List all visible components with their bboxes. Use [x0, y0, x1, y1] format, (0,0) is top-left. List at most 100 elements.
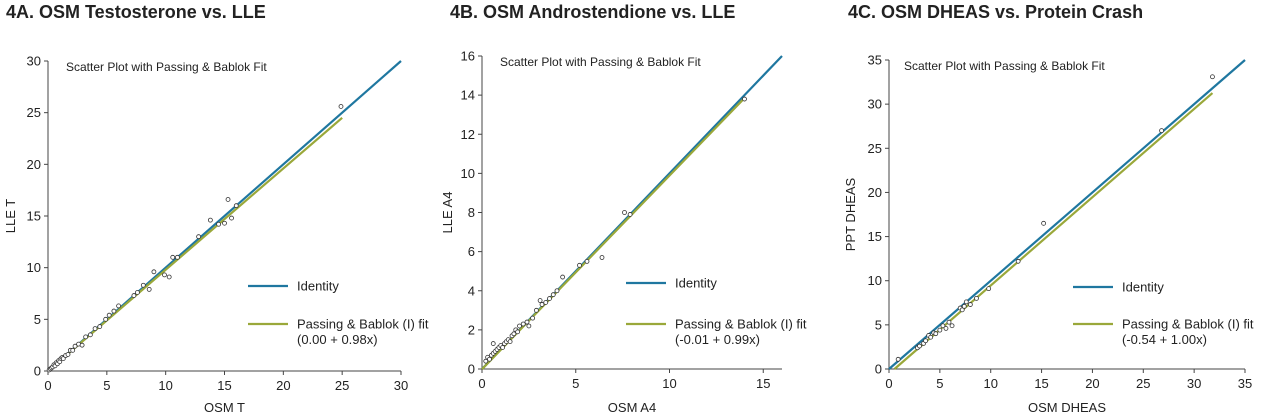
y-tick-label: 8: [468, 205, 475, 220]
x-tick-label: 30: [394, 378, 408, 393]
data-point: [543, 300, 549, 305]
data-point: [103, 316, 109, 322]
x-tick-label: 20: [276, 378, 290, 393]
data-point: [895, 356, 901, 362]
y-tick-label: 2: [468, 322, 475, 337]
data-point: [487, 356, 492, 362]
y-tick-label: 5: [875, 317, 882, 332]
x-tick-label: 20: [1085, 376, 1099, 391]
data-point: [963, 299, 969, 305]
y-tick-label: 16: [461, 49, 475, 64]
data-point: [507, 339, 513, 345]
y-axis-label: PPT DHEAS: [843, 177, 858, 251]
x-tick-label: 0: [44, 378, 51, 393]
legend-label-fit: Passing & Bablok (I) fit: [297, 317, 429, 332]
data-point: [974, 295, 979, 301]
plot-subtitle: Scatter Plot with Passing & Bablok Fit: [66, 60, 267, 74]
y-tick-label: 15: [27, 209, 41, 224]
data-point: [520, 321, 526, 327]
data-point: [599, 255, 605, 260]
legend-label-identity: Identity: [675, 276, 717, 291]
data-point: [131, 293, 137, 298]
legend-fit-equation: (-0.54 + 1.00x): [1122, 332, 1207, 347]
y-tick-label: 20: [27, 157, 41, 172]
data-point: [166, 274, 172, 280]
data-point: [72, 343, 78, 349]
data-point: [923, 338, 929, 344]
chart-title-4a: 4A. OSM Testosterone vs. LLE: [6, 2, 266, 22]
data-point: [961, 303, 967, 309]
x-tick-label: 10: [662, 376, 676, 391]
y-tick-label: 10: [461, 166, 475, 181]
x-axis-label: OSM T: [204, 400, 245, 415]
data-point: [70, 347, 76, 353]
data-point: [959, 307, 965, 313]
identity-line: [888, 59, 1246, 370]
data-point: [233, 203, 239, 209]
data-point: [1159, 128, 1164, 134]
y-tick-label: 0: [468, 362, 475, 377]
x-tick-label: 25: [1136, 376, 1150, 391]
data-point: [151, 269, 157, 275]
data-point: [547, 296, 552, 301]
x-tick-label: 0: [885, 376, 892, 391]
y-tick-label: 30: [868, 97, 882, 112]
data-point: [537, 298, 543, 303]
data-point: [928, 334, 934, 340]
data-point: [338, 104, 344, 109]
y-tick-label: 10: [868, 273, 882, 288]
x-tick-label: 25: [335, 378, 349, 393]
y-tick-label: 4: [468, 283, 475, 298]
y-tick-label: 10: [27, 260, 41, 275]
data-point: [937, 327, 943, 333]
data-point: [162, 272, 167, 278]
x-tick-label: 15: [217, 378, 231, 393]
data-point: [577, 262, 582, 268]
x-tick-label: 5: [936, 376, 943, 391]
x-tick-label: 10: [158, 378, 172, 393]
legend: Identity Passing & Bablok (I) fit(0.00 + …: [248, 279, 429, 347]
data-point: [1041, 220, 1047, 226]
x-tick-label: 15: [756, 376, 770, 391]
data-point: [742, 96, 747, 102]
data-point: [83, 334, 89, 340]
data-point: [560, 274, 566, 280]
data-point: [550, 292, 556, 298]
data-point: [225, 197, 231, 202]
data-point: [92, 326, 98, 332]
y-tick-label: 30: [27, 54, 41, 69]
data-point: [140, 282, 146, 288]
legend: Identity Passing & Bablok (I) fit(-0.01 +…: [626, 276, 807, 347]
legend-label-fit: Passing & Bablok (I) fit: [675, 317, 807, 332]
x-axis-label: OSM A4: [608, 400, 656, 415]
chart-4b: 0 5 10 15 0 2 4 6 8 10 12 14 16 OSM A4 LLE A4 Scatter P…: [440, 49, 807, 416]
legend-label-identity: Identity: [1122, 280, 1164, 295]
data-point: [967, 302, 973, 307]
y-tick-label: 5: [34, 312, 41, 327]
legend-fit-equation: (-0.01 + 0.99x): [675, 332, 760, 347]
chart-title-4c: 4C. OSM DHEAS vs. Protein Crash: [848, 2, 1144, 22]
data-point: [1015, 258, 1021, 264]
data-point: [229, 215, 234, 221]
y-tick-label: 0: [875, 362, 882, 377]
x-tick-label: 30: [1187, 376, 1201, 391]
x-tick-label: 15: [1034, 376, 1048, 391]
legend-label-fit: Passing & Bablok (I) fit: [1122, 317, 1254, 332]
data-point: [917, 343, 922, 349]
y-axis-label: LLE A4: [440, 192, 455, 234]
x-tick-label: 35: [1238, 376, 1252, 391]
data-point: [196, 234, 202, 240]
x-tick-label: 5: [572, 376, 579, 391]
x-tick-label: 5: [103, 378, 110, 393]
data-point: [530, 315, 536, 321]
data-point: [622, 210, 627, 215]
data-point: [60, 356, 66, 362]
data-point: [222, 220, 227, 226]
data-point: [97, 324, 103, 329]
data-point: [106, 312, 112, 318]
data-point: [207, 217, 213, 223]
data-point: [933, 331, 939, 337]
data-point: [627, 212, 633, 217]
x-axis-label: OSM DHEAS: [1028, 400, 1106, 415]
y-tick-label: 6: [468, 244, 475, 259]
